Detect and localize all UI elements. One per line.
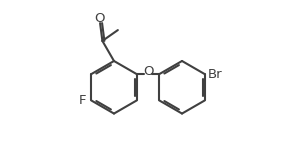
Text: O: O — [94, 12, 104, 25]
Text: F: F — [79, 94, 86, 107]
Text: O: O — [143, 65, 153, 78]
Text: Br: Br — [207, 68, 222, 81]
